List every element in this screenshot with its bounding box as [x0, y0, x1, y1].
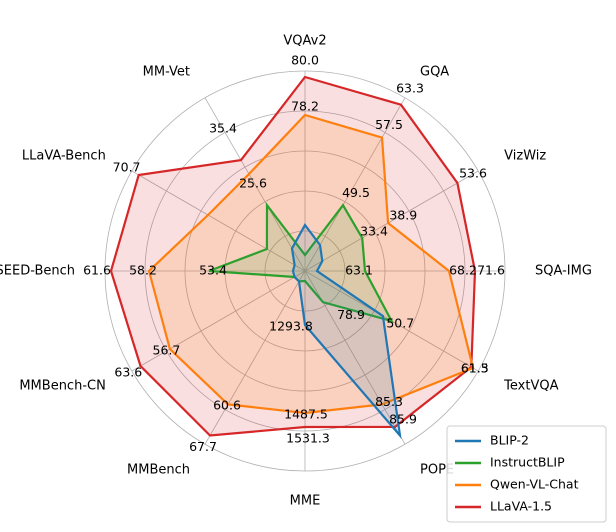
- series-fill-blip-2: [292, 225, 400, 436]
- data-label-instructblip-mm-vet: 25.6: [239, 175, 267, 190]
- data-label-llava-1-5-mmbench: 67.7: [189, 439, 217, 454]
- spoke-llava-bench: [131, 170, 306, 272]
- spoke-vizwiz: [304, 170, 479, 272]
- spoke-gqa: [304, 97, 406, 272]
- data-label-instructblip-pope: 78.9: [337, 307, 365, 322]
- data-label-qwen-vl-chat-seed-bench: 58.2: [129, 263, 157, 278]
- axis-label-vizwiz: VizWiz: [504, 149, 546, 164]
- data-label-llava-1-5-textvqa: 61.3: [461, 361, 489, 376]
- axis-label-textvqa: TextVQA: [503, 379, 558, 394]
- axis-label-mm-vet: MM-Vet: [143, 64, 190, 79]
- axis-label-pope: POPE: [420, 463, 454, 478]
- legend-box: [446, 425, 607, 523]
- axis-label-sqa-img: SQA-IMG: [535, 264, 592, 279]
- data-label-qwen-vl-chat-mmbench: 60.6: [213, 398, 241, 413]
- data-label-llava-1-5-mme: 1531.3: [286, 431, 330, 446]
- data-labels: 85.3 1293.8 49.5 33.4 63.1 50.7 78.9 53.4 25.6 78…: [83, 53, 505, 455]
- axis-label-gqa: GQA: [420, 64, 449, 79]
- series-qwen-vl-chat: [147, 113, 475, 415]
- legend-label-qwen-vl-chat: Qwen-VL-Chat: [490, 477, 579, 492]
- data-label-instructblip-textvqa: 50.7: [386, 316, 414, 331]
- legend: BLIP-2 InstructBLIP Qwen-VL-Chat LLaVA-1.5: [446, 425, 607, 523]
- data-label-blip-2-mme: 1293.8: [269, 319, 313, 334]
- data-label-qwen-vl-chat-vqav2: 78.2: [291, 99, 319, 114]
- data-label-qwen-vl-chat-textvqa: 61.5: [461, 361, 489, 376]
- axis-labels: VQAv2 GQA VizWiz SQA-IMG TextVQA POPE MME MMBen…: [0, 34, 592, 509]
- data-label-llava-1-5-pope: 85.9: [389, 411, 417, 426]
- legend-label-instructblip: InstructBLIP: [490, 455, 565, 470]
- spoke-mmbench-cn: [131, 270, 306, 372]
- data-label-qwen-vl-chat-vizwiz: 38.9: [389, 208, 417, 223]
- axis-label-mme: MME: [290, 494, 321, 509]
- legend-label-blip-2: BLIP-2: [490, 433, 529, 448]
- series-blip-2: [290, 222, 402, 440]
- data-label-llava-1-5-llava-bench: 70.7: [113, 160, 141, 175]
- data-label-instructblip-seed-bench: 53.4: [199, 263, 227, 278]
- data-label-blip-2-pope: 85.3: [375, 394, 403, 409]
- data-label-qwen-vl-chat-mme: 1487.5: [284, 407, 328, 422]
- data-label-instructblip-vizwiz: 33.4: [360, 224, 388, 239]
- legend-label-llava-1-5: LLaVA-1.5: [490, 499, 552, 514]
- data-label-llava-1-5-vizwiz: 53.6: [459, 166, 487, 181]
- data-label-llava-1-5-seed-bench: 61.6: [83, 263, 111, 278]
- axis-label-mmbench-cn: MMBench-CN: [19, 379, 105, 394]
- axis-label-mmbench: MMBench: [127, 463, 190, 478]
- data-label-qwen-vl-chat-gqa: 57.5: [375, 117, 403, 132]
- data-label-llava-1-5-mm-vet: 35.4: [209, 120, 237, 135]
- data-label-llava-1-5-mmbench-cn: 63.6: [114, 365, 142, 380]
- spoke-mmbench: [204, 270, 306, 445]
- data-label-instructblip-sqa-img: 63.1: [345, 263, 373, 278]
- data-label-llava-1-5-gqa: 63.3: [396, 81, 424, 96]
- data-label-instructblip-gqa: 49.5: [342, 185, 370, 200]
- data-label-qwen-vl-chat-mmbench-cn: 56.7: [153, 343, 181, 358]
- series-fill-qwen-vl-chat: [149, 115, 473, 413]
- data-label-llava-1-5-vqav2: 80.0: [291, 53, 319, 68]
- axis-label-seed-bench: SEED-Bench: [0, 264, 75, 279]
- data-label-llava-1-5-sqa-img: 71.6: [477, 263, 505, 278]
- axis-label-llava-bench: LLaVA-Bench: [22, 149, 106, 164]
- data-label-qwen-vl-chat-sqa-img: 68.2: [449, 263, 477, 278]
- spoke-mm-vet: [204, 97, 306, 272]
- axis-label-vqav2: VQAv2: [283, 34, 326, 49]
